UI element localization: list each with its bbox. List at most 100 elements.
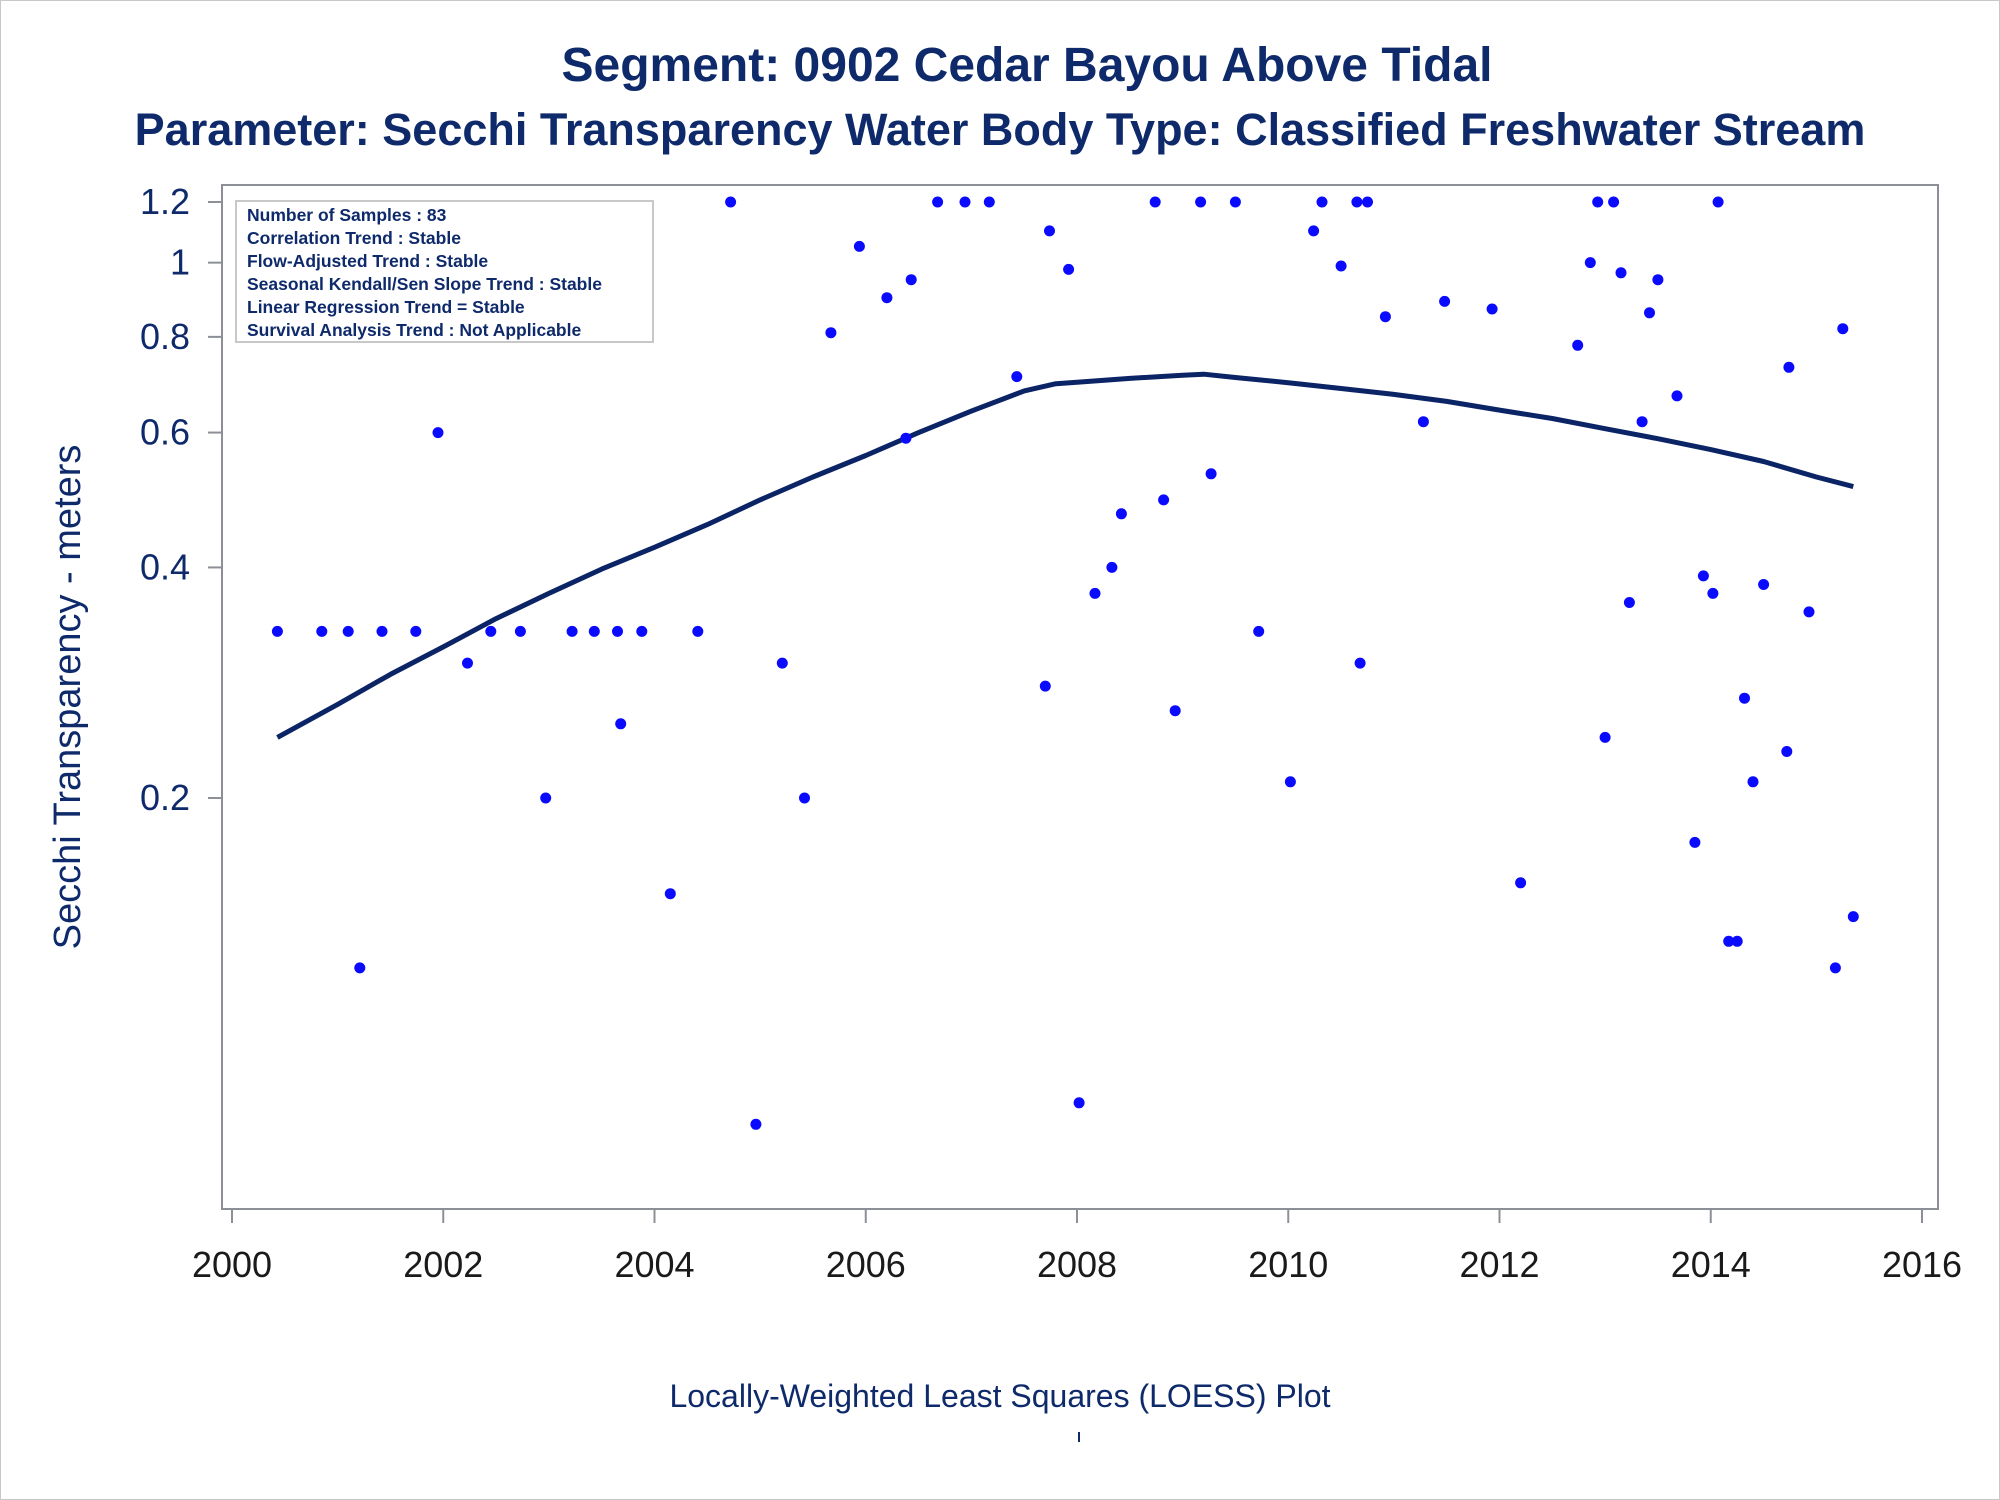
data-point bbox=[1486, 303, 1498, 315]
data-point bbox=[1644, 307, 1655, 319]
data-point bbox=[1439, 295, 1451, 307]
data-point bbox=[1089, 587, 1101, 599]
x-tick-label: 2006 bbox=[826, 1244, 906, 1285]
data-point bbox=[1308, 225, 1320, 237]
data-point bbox=[1623, 597, 1635, 608]
data-point bbox=[1195, 196, 1207, 208]
info-box-line: Flow-Adjusted Trend : Stable bbox=[247, 251, 488, 271]
data-point bbox=[1572, 339, 1584, 351]
data-point bbox=[1803, 606, 1815, 618]
info-box-line: Correlation Trend : Stable bbox=[247, 228, 461, 248]
data-point bbox=[1599, 731, 1611, 743]
data-point bbox=[1584, 257, 1596, 269]
data-point bbox=[612, 625, 623, 637]
data-point bbox=[1689, 836, 1701, 848]
data-point bbox=[725, 196, 737, 208]
data-point bbox=[1039, 680, 1051, 692]
data-point bbox=[342, 625, 354, 637]
info-box-border bbox=[235, 200, 654, 343]
data-point bbox=[1781, 746, 1793, 757]
data-point bbox=[1169, 705, 1181, 717]
data-point bbox=[692, 625, 704, 637]
data-point bbox=[1115, 508, 1127, 520]
data-point bbox=[1747, 776, 1759, 788]
data-point bbox=[1652, 274, 1664, 286]
data-point bbox=[1608, 196, 1620, 208]
data-point bbox=[566, 625, 578, 637]
data-point bbox=[354, 962, 366, 974]
info-box-line: Survival Analysis Trend : Not Applicable bbox=[247, 320, 581, 340]
plot-method-footnote: Locally-Weighted Least Squares (LOESS) P… bbox=[669, 1378, 1331, 1414]
scatter-points-layer bbox=[271, 196, 1859, 1130]
loess-line bbox=[276, 371, 1854, 740]
data-point bbox=[905, 274, 917, 286]
data-point bbox=[462, 657, 473, 669]
x-tick-label: 2010 bbox=[1248, 1244, 1328, 1285]
data-point bbox=[1011, 371, 1023, 383]
data-point bbox=[1316, 196, 1328, 208]
y-tick-label: 1 bbox=[170, 242, 190, 283]
data-point bbox=[1723, 935, 1735, 947]
data-point bbox=[1829, 962, 1841, 974]
data-point bbox=[1253, 625, 1265, 637]
data-point bbox=[432, 427, 444, 439]
data-point bbox=[1712, 196, 1724, 208]
y-tick-label: 0.4 bbox=[140, 546, 190, 587]
data-point bbox=[376, 625, 388, 637]
data-point bbox=[636, 625, 648, 637]
data-point bbox=[1697, 570, 1709, 582]
data-point bbox=[1335, 260, 1347, 272]
x-tick-label: 2002 bbox=[403, 1244, 483, 1285]
data-point bbox=[1158, 494, 1170, 506]
info-box-line: Linear Regression Trend = Stable bbox=[247, 297, 525, 317]
data-point bbox=[1636, 416, 1648, 428]
data-point bbox=[615, 718, 627, 730]
data-point bbox=[1671, 390, 1683, 402]
y-tick-label: 1.2 bbox=[140, 181, 190, 222]
data-point bbox=[588, 625, 600, 637]
data-point bbox=[410, 625, 422, 637]
data-point bbox=[983, 196, 995, 208]
data-point bbox=[1515, 877, 1527, 889]
data-point bbox=[1362, 196, 1373, 208]
data-point bbox=[1229, 196, 1241, 208]
data-point bbox=[1149, 196, 1161, 208]
x-tick-label: 2008 bbox=[1037, 1244, 1117, 1285]
data-point bbox=[1063, 263, 1075, 275]
x-tick-label: 2016 bbox=[1882, 1244, 1962, 1285]
data-point bbox=[1351, 196, 1363, 208]
data-point bbox=[1073, 1097, 1085, 1109]
data-point bbox=[959, 196, 971, 208]
data-point bbox=[485, 625, 497, 637]
data-point bbox=[540, 792, 552, 804]
data-point bbox=[271, 625, 283, 637]
footnote-mark bbox=[1078, 1432, 1080, 1442]
data-point bbox=[664, 888, 676, 900]
y-tick-label: 0.8 bbox=[140, 316, 190, 357]
x-tick-label: 2014 bbox=[1671, 1244, 1751, 1285]
data-point bbox=[316, 625, 328, 637]
plot-area bbox=[221, 184, 1939, 1210]
data-point bbox=[1354, 657, 1366, 669]
y-axis-label: Secchi Transparency - meters bbox=[47, 445, 89, 950]
x-tick-label: 2000 bbox=[192, 1244, 272, 1285]
data-point bbox=[1615, 267, 1627, 279]
data-point bbox=[1417, 416, 1429, 428]
data-point bbox=[776, 657, 788, 669]
info-box: Number of Samples : 83 Correlation Trend … bbox=[235, 200, 654, 343]
chart-subtitle: Parameter: Secchi Transparency Water Bod… bbox=[134, 104, 1866, 155]
info-box-line: Number of Samples : 83 bbox=[247, 205, 447, 225]
data-point bbox=[1758, 579, 1770, 590]
data-point bbox=[881, 292, 893, 304]
data-point bbox=[853, 240, 865, 252]
data-point bbox=[1106, 561, 1118, 573]
data-point bbox=[1707, 587, 1719, 599]
data-point bbox=[900, 432, 912, 444]
x-tick-label: 2004 bbox=[614, 1244, 694, 1285]
x-axis: 2000 2002 2004 2006 2008 2010 2012 2014 2016 bbox=[192, 1209, 1962, 1285]
data-point bbox=[1739, 692, 1750, 704]
data-point bbox=[750, 1118, 762, 1130]
data-point bbox=[1837, 323, 1849, 335]
data-point bbox=[1205, 468, 1217, 480]
